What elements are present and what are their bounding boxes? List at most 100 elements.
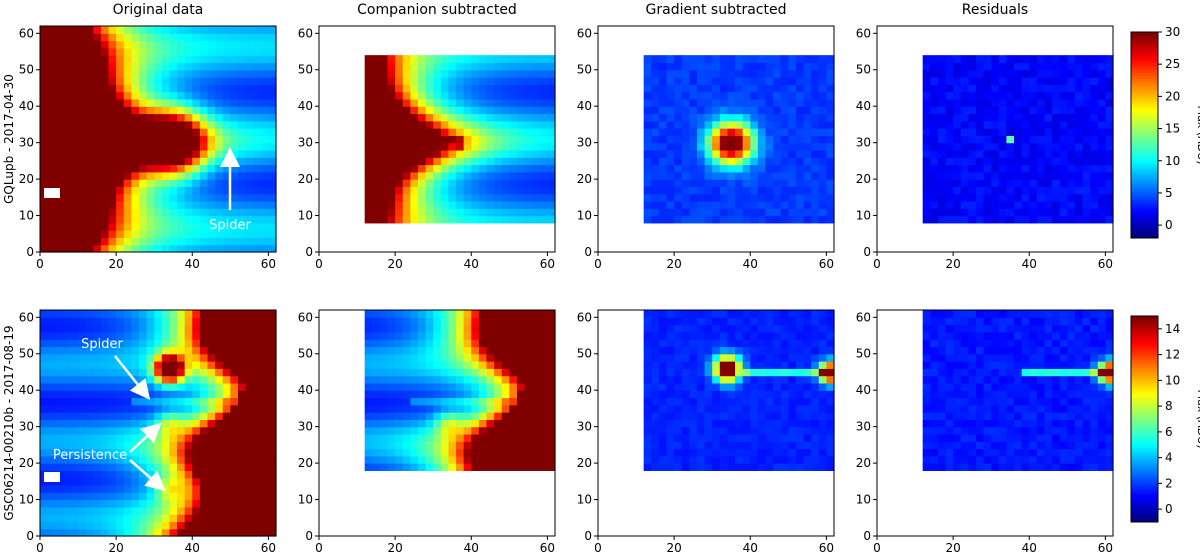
heatmap-cell bbox=[403, 346, 411, 354]
heatmap-cell bbox=[403, 99, 411, 107]
heatmap-cell bbox=[48, 26, 56, 34]
heatmap-cell bbox=[1052, 84, 1060, 92]
heatmap-cell bbox=[819, 165, 827, 173]
heatmap-cell bbox=[644, 456, 652, 464]
heatmap-cell bbox=[380, 194, 388, 202]
x-tick-label: 20 bbox=[108, 541, 123, 555]
y-tick-label: 0 bbox=[305, 529, 313, 543]
heatmap-cell bbox=[697, 419, 705, 427]
heatmap-cell bbox=[200, 84, 208, 92]
heatmap-cell bbox=[48, 529, 56, 537]
heatmap-cell bbox=[682, 165, 690, 173]
heatmap-cell bbox=[765, 201, 773, 209]
heatmap-cell bbox=[819, 194, 827, 202]
heatmap-cell bbox=[388, 325, 396, 333]
heatmap-cell bbox=[154, 441, 162, 449]
heatmap-cell bbox=[109, 135, 117, 143]
heatmap-cell bbox=[55, 383, 63, 391]
heatmap-cell bbox=[154, 33, 162, 41]
heatmap-cell bbox=[192, 368, 200, 376]
heatmap-cell bbox=[426, 427, 434, 435]
heatmap-cell bbox=[253, 48, 261, 56]
heatmap-cell bbox=[162, 223, 170, 231]
heatmap-cell bbox=[991, 216, 999, 224]
heatmap-cell bbox=[644, 310, 652, 318]
heatmap-cell bbox=[215, 339, 223, 347]
heatmap-cell bbox=[1014, 179, 1022, 187]
heatmap-cell bbox=[139, 135, 147, 143]
heatmap-cell bbox=[86, 223, 94, 231]
heatmap-cell bbox=[40, 48, 48, 56]
heatmap-cell bbox=[395, 339, 403, 347]
heatmap-cell bbox=[659, 150, 667, 158]
heatmap-cell bbox=[456, 157, 464, 165]
heatmap-cell bbox=[494, 135, 502, 143]
heatmap-cell bbox=[261, 92, 269, 100]
heatmap-cell bbox=[1044, 449, 1052, 457]
heatmap-cell bbox=[169, 135, 177, 143]
heatmap-cell bbox=[403, 332, 411, 340]
heatmap-cell bbox=[78, 26, 86, 34]
heatmap-cell bbox=[1029, 62, 1037, 70]
heatmap-cell bbox=[380, 113, 388, 121]
heatmap-cell bbox=[471, 62, 479, 70]
heatmap-cell bbox=[116, 135, 124, 143]
heatmap-cell bbox=[667, 70, 675, 78]
heatmap-cell bbox=[448, 135, 456, 143]
heatmap-cell bbox=[705, 346, 713, 354]
heatmap-cell bbox=[441, 456, 449, 464]
heatmap-cell bbox=[644, 339, 652, 347]
heatmap-cell bbox=[200, 492, 208, 500]
heatmap-cell bbox=[720, 463, 728, 471]
heatmap-cell bbox=[70, 70, 78, 78]
heatmap-cell bbox=[938, 128, 946, 136]
heatmap-cell bbox=[70, 339, 78, 347]
heatmap-cell bbox=[509, 339, 517, 347]
heatmap-cell bbox=[456, 449, 464, 457]
heatmap-cell bbox=[177, 383, 185, 391]
heatmap-cell bbox=[1075, 92, 1083, 100]
heatmap-cell bbox=[380, 186, 388, 194]
heatmap-cell bbox=[448, 70, 456, 78]
heatmap-cell bbox=[63, 427, 71, 435]
heatmap-cell bbox=[811, 143, 819, 151]
heatmap-cell bbox=[930, 84, 938, 92]
heatmap-cell bbox=[1060, 135, 1068, 143]
heatmap-cell bbox=[819, 441, 827, 449]
heatmap-cell bbox=[86, 33, 94, 41]
heatmap-cell bbox=[169, 223, 177, 231]
heatmap-cell bbox=[991, 70, 999, 78]
heatmap-cell bbox=[215, 463, 223, 471]
heatmap-cell bbox=[70, 354, 78, 362]
heatmap-cell bbox=[999, 186, 1007, 194]
heatmap-cell bbox=[1090, 150, 1098, 158]
y-tick-label: 10 bbox=[577, 493, 592, 507]
heatmap-cell bbox=[1060, 150, 1068, 158]
heatmap-cell bbox=[804, 201, 812, 209]
heatmap-cell bbox=[261, 135, 269, 143]
heatmap-cell bbox=[215, 412, 223, 420]
heatmap-cell bbox=[93, 514, 101, 522]
heatmap-cell bbox=[976, 165, 984, 173]
heatmap-cell bbox=[705, 317, 713, 325]
heatmap-cell bbox=[207, 179, 215, 187]
heatmap-cell bbox=[1029, 143, 1037, 151]
heatmap-cell bbox=[63, 354, 71, 362]
heatmap-cell bbox=[781, 361, 789, 369]
heatmap-cell bbox=[765, 99, 773, 107]
heatmap-cell bbox=[154, 157, 162, 165]
heatmap-cell bbox=[418, 383, 426, 391]
heatmap-cell bbox=[509, 208, 517, 216]
heatmap-cell bbox=[984, 201, 992, 209]
heatmap-cell bbox=[395, 55, 403, 63]
heatmap-cell bbox=[124, 339, 132, 347]
heatmap-cell bbox=[659, 179, 667, 187]
heatmap-cell bbox=[938, 208, 946, 216]
heatmap-cell bbox=[946, 449, 954, 457]
heatmap-cell bbox=[494, 361, 502, 369]
heatmap-cell bbox=[471, 84, 479, 92]
heatmap-cell bbox=[735, 172, 743, 180]
heatmap-cell bbox=[418, 128, 426, 136]
heatmap-cell bbox=[1052, 172, 1060, 180]
heatmap-cell bbox=[682, 208, 690, 216]
